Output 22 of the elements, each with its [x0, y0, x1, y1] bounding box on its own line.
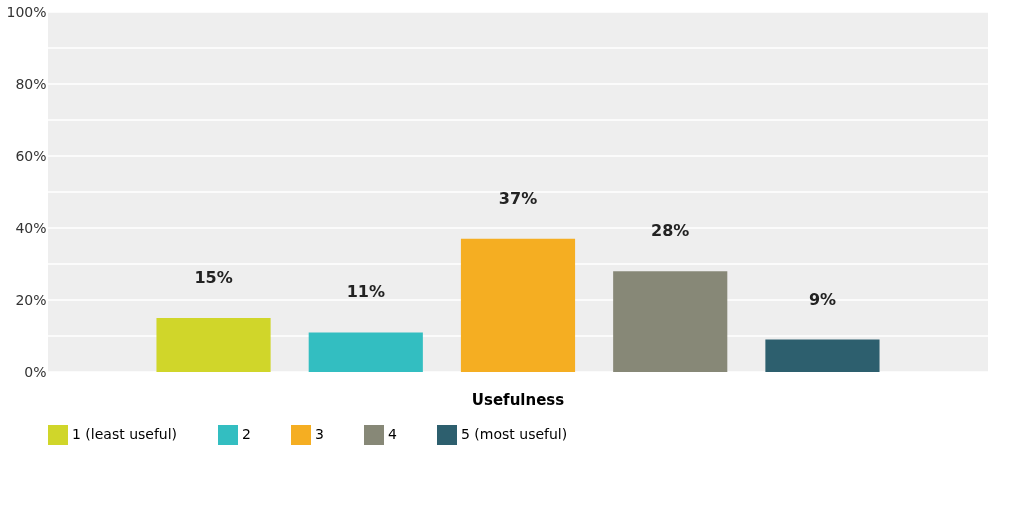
legend-label: 2 — [242, 426, 251, 442]
legend-label: 3 — [315, 426, 324, 442]
y-tick-label: 40% — [15, 219, 47, 236]
data-label: 9% — [808, 289, 837, 309]
data-label: 11% — [346, 282, 385, 302]
y-tick-label: 0% — [24, 363, 47, 380]
legend-label: 4 — [388, 426, 397, 442]
bar — [765, 339, 880, 372]
y-tick-label: 60% — [15, 147, 47, 164]
y-tick-label: 20% — [15, 291, 47, 308]
bar — [460, 238, 576, 372]
data-label: 15% — [194, 268, 233, 287]
legend-label: 1 (least useful) — [72, 426, 178, 442]
data-label: 28% — [651, 221, 690, 241]
y-tick-label: 80% — [15, 75, 47, 92]
bar — [613, 271, 728, 372]
legend-label: 5 (most useful) — [461, 426, 568, 442]
bar — [308, 332, 423, 372]
bar — [156, 318, 271, 372]
y-tick-label: 100% — [6, 3, 47, 20]
x-tick-label: Usefulness — [471, 390, 565, 409]
data-label: 37% — [498, 188, 538, 208]
